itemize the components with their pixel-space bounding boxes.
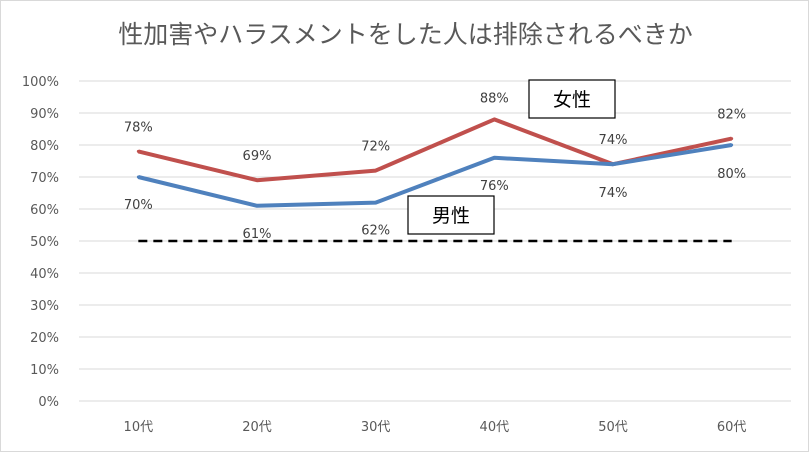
data-point [136,149,140,153]
y-tick-label: 80% [30,139,59,154]
data-label: 70% [124,198,153,213]
data-label: 76% [480,179,509,194]
x-tick-label: 40代 [480,420,510,435]
data-point [492,117,496,121]
data-point [730,143,734,147]
data-label: 62% [361,224,390,239]
series-line-female [137,117,733,183]
x-tick-label: 60代 [717,420,747,435]
data-point [611,162,615,166]
data-point [492,156,496,160]
y-tick-label: 100% [22,75,59,90]
y-tick-label: 30% [30,299,59,314]
y-tick-label: 0% [38,395,59,410]
y-tick-label: 90% [30,107,59,122]
legend-box-female [528,79,616,119]
data-label: 78% [124,120,153,135]
data-point [255,204,259,208]
x-tick-label: 20代 [242,420,272,435]
x-tick-label: 10代 [124,420,154,435]
y-tick-label: 60% [30,203,59,218]
data-point [374,169,378,173]
data-label: 74% [599,133,628,148]
data-label: 80% [717,167,746,182]
legend-label: 男性 [432,205,470,227]
y-tick-label: 40% [30,267,59,282]
data-label: 61% [243,227,272,242]
y-tick-label: 70% [30,171,59,186]
y-tick-label: 10% [30,363,59,378]
legend-label: 女性 [553,89,591,111]
y-tick-label: 20% [30,331,59,346]
data-label: 74% [599,186,628,201]
x-tick-label: 50代 [598,420,628,435]
data-label: 69% [243,149,272,164]
x-tick-label: 30代 [361,420,391,435]
data-point [374,201,378,205]
series-line-male [137,143,732,208]
data-point [136,175,140,179]
chart-title: 性加害やハラスメントをした人は排除されるべきか [118,20,693,49]
data-point [730,137,734,141]
data-label: 88% [480,91,509,106]
data-label: 72% [361,140,390,155]
data-label: 82% [717,108,746,123]
data-point [255,178,259,182]
legend-box-male [407,195,495,235]
y-tick-label: 50% [30,235,59,250]
